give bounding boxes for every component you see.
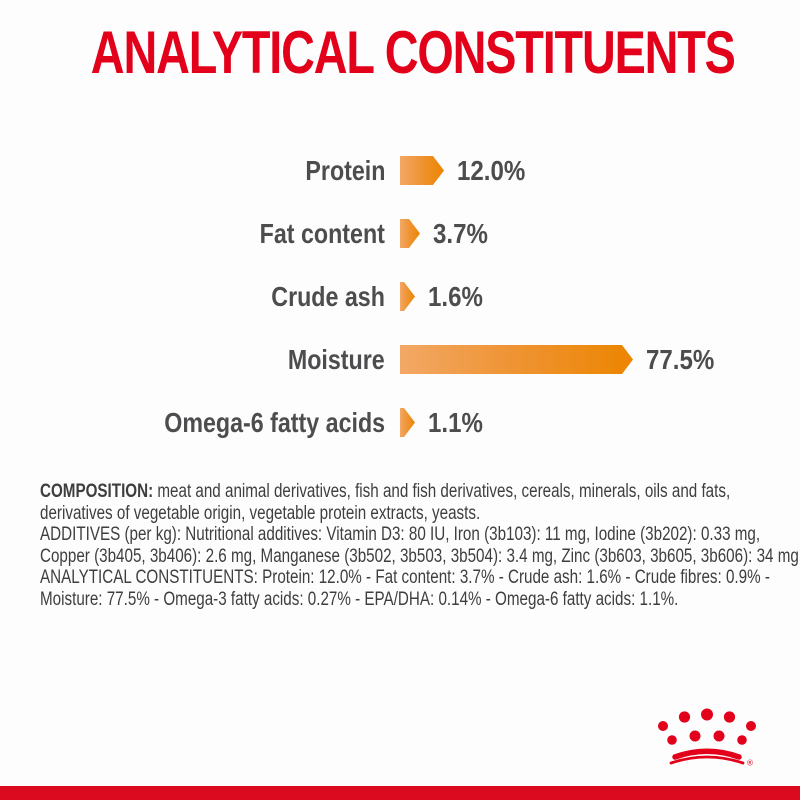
royal-canin-crown-logo: ® <box>655 707 757 768</box>
constituent-value: 1.6% <box>428 280 483 312</box>
constituent-value: 1.1% <box>428 406 483 438</box>
page-title: ANALYTICAL CONSTITUENTS <box>90 19 736 86</box>
constituent-value: 77.5% <box>646 343 715 375</box>
brand-red-bar <box>0 786 800 800</box>
constituent-label: Fat content <box>259 217 385 249</box>
constituent-row: Moisture 77.5% <box>0 343 800 376</box>
analytical-constituents-chart: Protein 12.0% Fat content 3.7% Crude ash 1.6%… <box>0 154 800 471</box>
constituent-row: Crude ash 1.6% <box>0 280 800 313</box>
constituent-label: Protein <box>304 154 385 186</box>
constituent-bar <box>400 282 415 311</box>
page-title-wrap: ANALYTICAL CONSTITUENTS <box>0 18 800 87</box>
constituent-label-cell: Fat content <box>0 218 385 250</box>
constituent-label-cell: Omega-6 fatty acids <box>0 407 385 439</box>
constituent-row: Fat content 3.7% <box>0 217 800 250</box>
constituent-label-cell: Moisture <box>0 344 385 376</box>
constituent-label-cell: Crude ash <box>0 281 385 313</box>
composition-line-1-text: meat and animal derivatives, fish and fi… <box>153 481 731 502</box>
crown-icon: ® <box>658 708 756 768</box>
additives-line-1: ADDITIVES (per kg): Nutritional additive… <box>40 524 761 545</box>
constituent-bar <box>400 156 444 185</box>
constituent-bar <box>400 219 420 248</box>
constituent-label-cell: Protein <box>0 155 385 187</box>
constituent-label: Omega-6 fatty acids <box>164 406 385 438</box>
composition-line-1: COMPOSITION: meat and animal derivatives… <box>40 481 800 503</box>
constituent-bar <box>400 408 415 437</box>
analytical-constituents-line-2: Moisture: 77.5% - Omega-3 fatty acids: 0… <box>40 588 679 610</box>
registered-trademark-icon: ® <box>747 759 753 768</box>
additives-line-2: Copper (3b405, 3b406): 2.6 mg, Manganese… <box>40 545 800 567</box>
constituent-value: 3.7% <box>433 217 488 249</box>
constituent-label: Moisture <box>288 343 385 375</box>
composition-label: COMPOSITION: <box>40 481 154 502</box>
analytical-constituents-line-1: ANALYTICAL CONSTITUENTS: Protein: 12.0% … <box>40 567 770 588</box>
composition-line-2: derivatives of vegetable origin, vegetab… <box>40 502 481 524</box>
constituent-label: Crude ash <box>271 280 385 312</box>
info-text-block: COMPOSITION: meat and animal derivatives… <box>40 481 800 610</box>
constituent-row: Omega-6 fatty acids 1.1% <box>0 406 800 439</box>
constituent-row: Protein 12.0% <box>0 154 800 187</box>
constituent-value: 12.0% <box>457 154 526 186</box>
constituent-bar <box>400 345 633 374</box>
